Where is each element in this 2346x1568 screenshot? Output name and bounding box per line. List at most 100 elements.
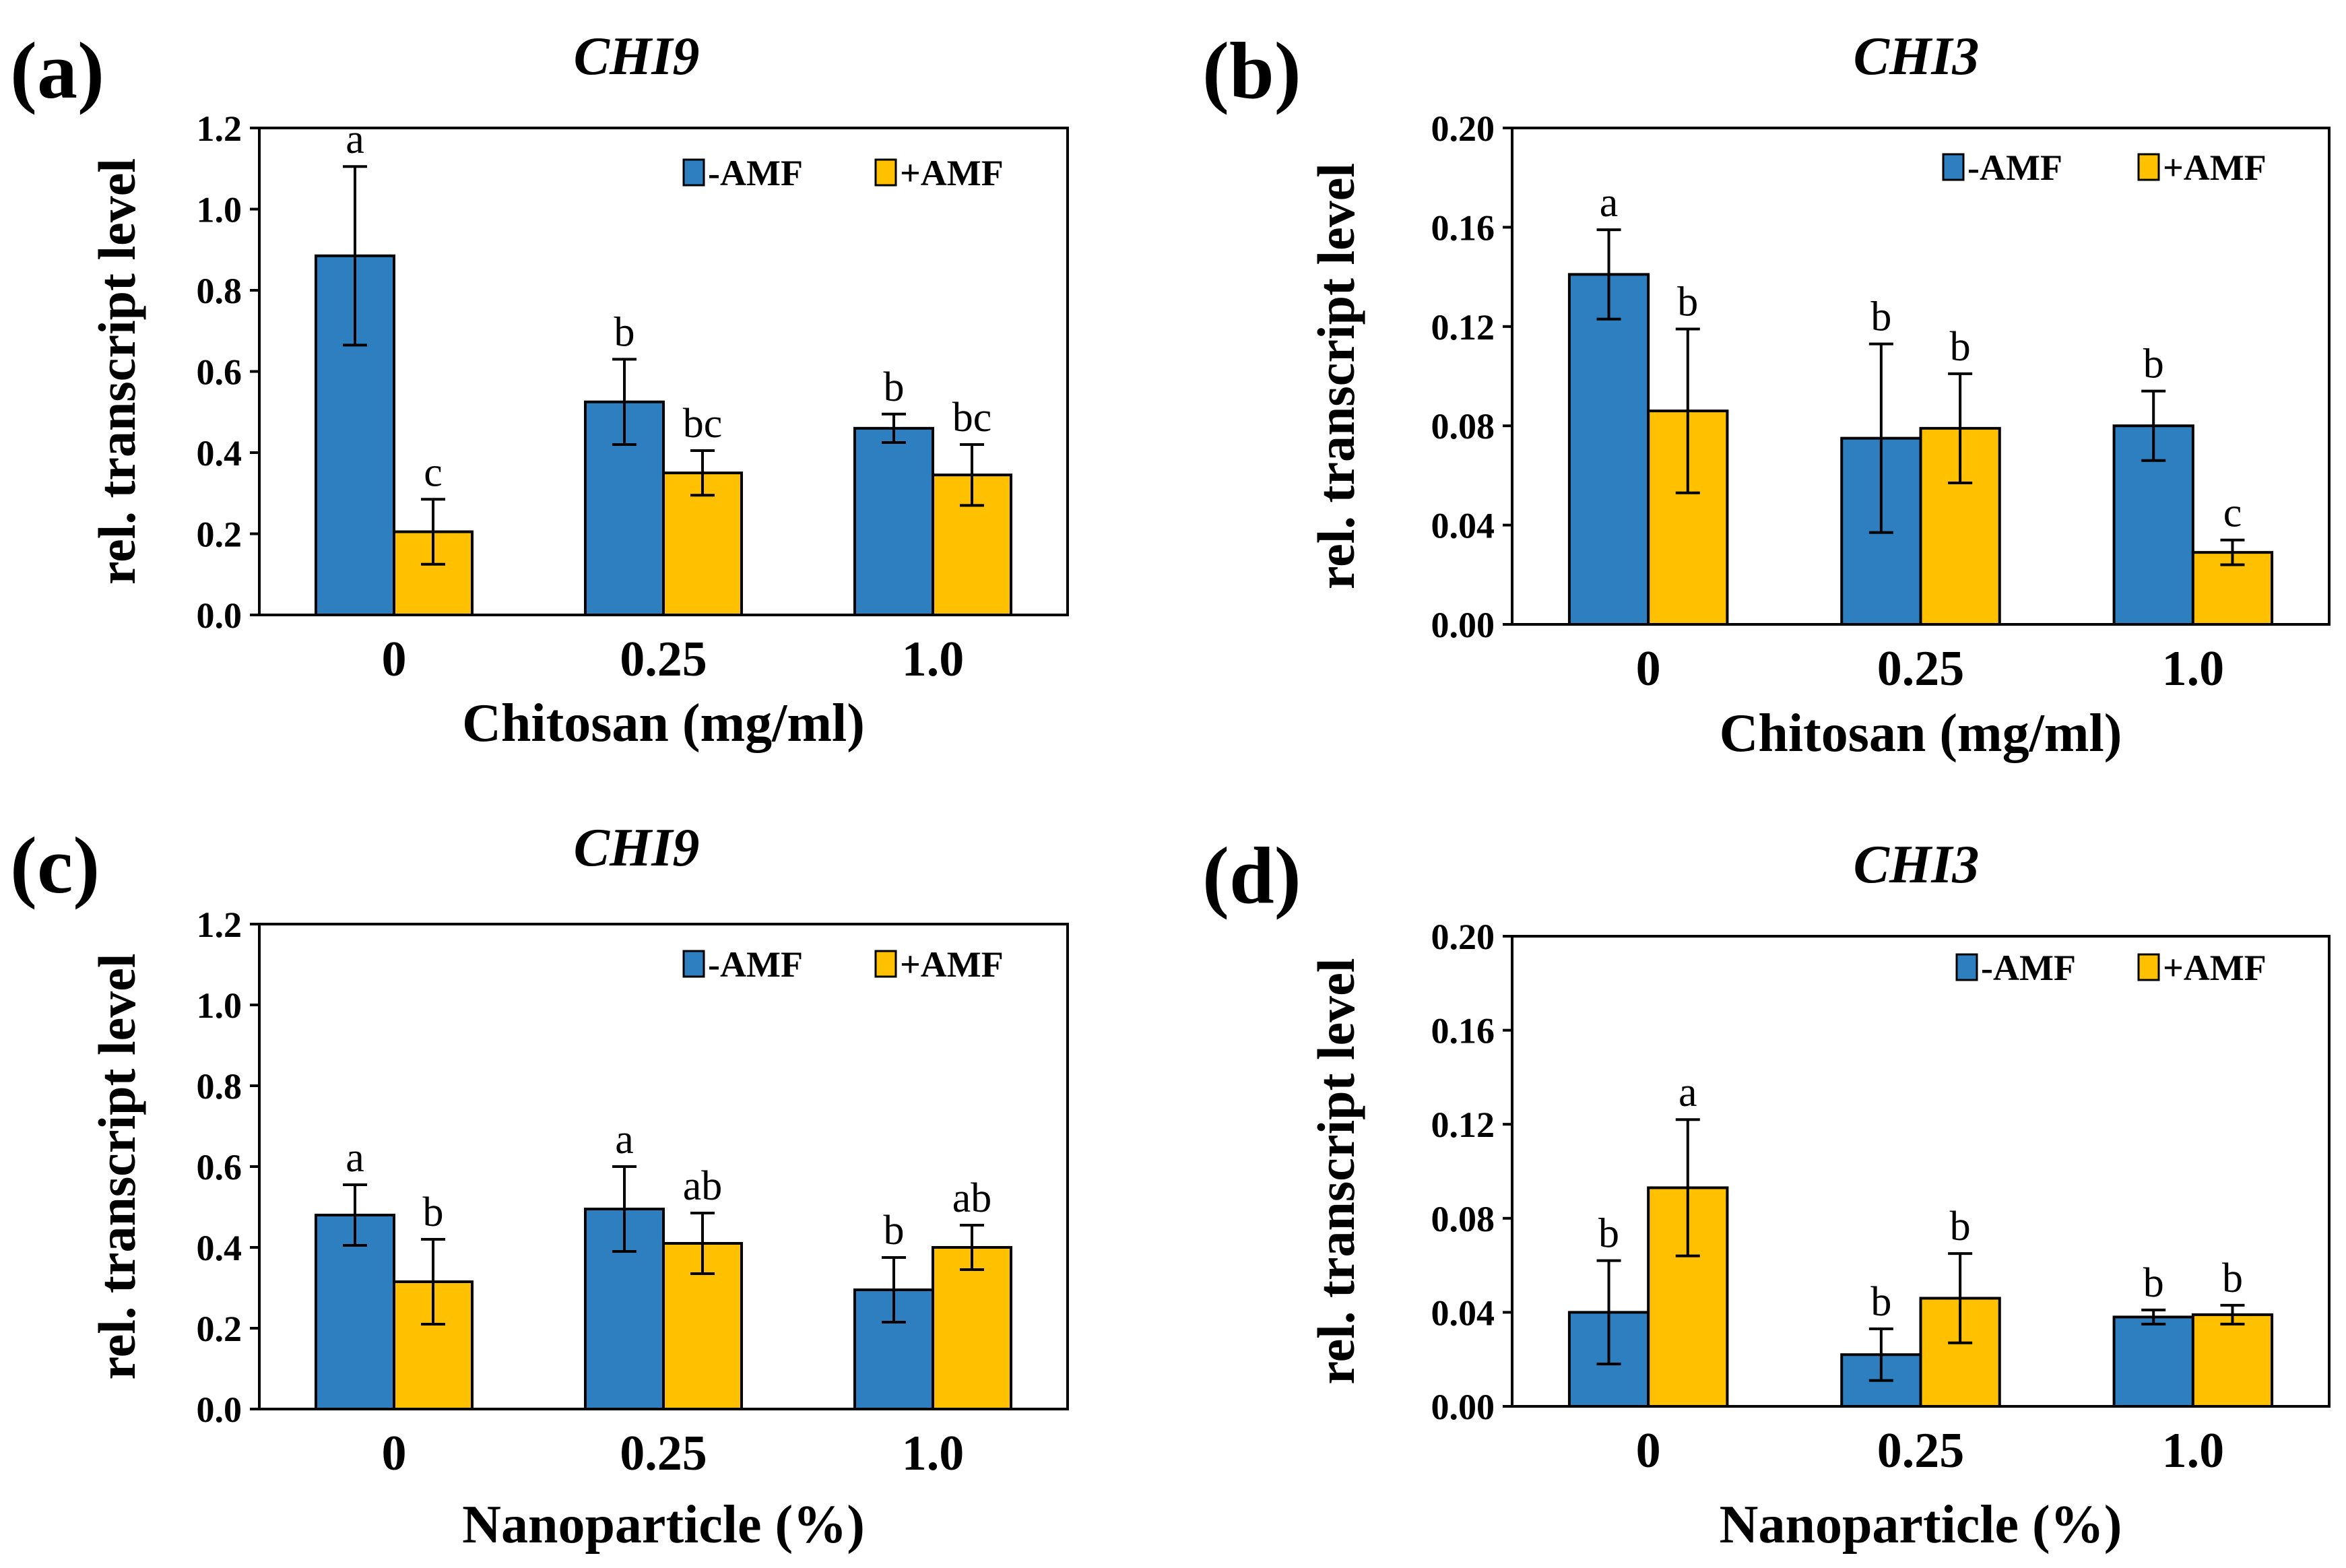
panel-label: (d) — [1202, 830, 1301, 920]
significance-letter: b — [614, 309, 635, 355]
legend-swatch-minus-amf — [682, 950, 705, 978]
significance-letter: b — [2143, 341, 2164, 387]
legend-label-minus-amf: -AMF — [1967, 148, 2062, 188]
y-tick-label: 1.0 — [197, 985, 242, 1026]
significance-letter: b — [1950, 324, 1971, 370]
legend-swatch-plus-amf — [2137, 153, 2160, 181]
x-axis-label: Nanoparticle (%) — [462, 1495, 865, 1555]
legend: -AMF +AMF — [682, 153, 1004, 193]
legend: -AMF +AMF — [1955, 948, 2267, 988]
y-tick-label: 0.0 — [197, 595, 242, 636]
legend-label-plus-amf: +AMF — [900, 153, 1004, 193]
x-tick-label: 1.0 — [902, 1426, 965, 1481]
y-tick-label: 0.2 — [197, 515, 242, 555]
significance-letter: b — [1598, 1211, 1619, 1257]
y-tick-label: 0.4 — [197, 433, 242, 473]
significance-letter: b — [1870, 1279, 1891, 1325]
y-tick-label: 1.2 — [197, 108, 242, 149]
x-tick-label: 0 — [1636, 641, 1661, 696]
y-axis-label: rel. transcript level — [88, 158, 146, 585]
legend: -AMF +AMF — [1942, 148, 2267, 188]
y-tick-label: 0.08 — [1431, 406, 1495, 447]
chart-title: CHI9 — [574, 818, 700, 878]
x-tick-label: 0.25 — [1877, 641, 1965, 696]
y-tick-label: 0.20 — [1431, 917, 1495, 957]
y-tick-label: 0.6 — [197, 352, 242, 393]
significance-letter: b — [1950, 1204, 1971, 1249]
significance-letter: b — [884, 364, 905, 410]
chart-title: CHI3 — [1854, 27, 1980, 86]
panel-label: (b) — [1202, 26, 1301, 115]
significance-letter: b — [884, 1208, 905, 1253]
significance-letter: c — [424, 449, 443, 495]
significance-letter: a — [1600, 180, 1619, 226]
plot-frame — [1511, 935, 2331, 1408]
legend-label-plus-amf: +AMF — [900, 944, 1004, 985]
x-tick-label: 0.25 — [620, 632, 707, 687]
x-tick-label: 0 — [382, 1426, 407, 1481]
plot-frame — [1511, 127, 2331, 626]
significance-letter: b — [423, 1189, 444, 1235]
legend-swatch-minus-amf — [1942, 153, 1965, 181]
chart-title: CHI3 — [1854, 835, 1980, 894]
significance-letter: b — [1677, 279, 1698, 325]
bar-plus-amf — [2191, 1313, 2274, 1408]
chart-panel-c: (c) CHI9 0.0 0.2 0.4 0.6 0.8 1.0 1.2 rel. transcr… — [10, 818, 1069, 1555]
y-axis-label: rel. transcript level — [88, 953, 146, 1379]
y-tick-label: 0.4 — [197, 1228, 242, 1268]
y-tick-label: 1.2 — [197, 905, 242, 945]
legend-swatch-plus-amf — [2137, 953, 2160, 981]
significance-letter: b — [1870, 294, 1891, 340]
x-tick-label: 1.0 — [902, 632, 965, 687]
x-axis-label: Chitosan (mg/ml) — [462, 694, 865, 753]
bar-minus-amf — [2112, 1315, 2194, 1408]
chart-panel-b: (b) CHI3 0.00 0.04 0.08 0.12 0.16 0.20 rel. tran… — [1202, 26, 2331, 763]
y-tick-label: 0.2 — [197, 1309, 242, 1349]
y-tick-label: 0.16 — [1431, 207, 1495, 248]
significance-letter: bc — [952, 395, 992, 440]
y-tick-label: 0.04 — [1431, 506, 1495, 546]
y-tick-label: 0.12 — [1431, 1105, 1495, 1145]
chart-panel-a: (a) CHI9 0.0 0.2 0.4 0.6 0.8 1.0 1.2 rel. transcr… — [10, 26, 1069, 753]
significance-letter: a — [615, 1117, 634, 1163]
y-tick-label: 0.0 — [197, 1390, 242, 1430]
y-tick-label: 0.8 — [197, 271, 242, 311]
y-tick-label: 0.12 — [1431, 307, 1495, 348]
panel-label: (c) — [10, 820, 100, 910]
y-axis-label: rel. transcript level — [1307, 958, 1365, 1384]
x-tick-label: 1.0 — [2162, 641, 2225, 696]
x-axis-label: Chitosan (mg/ml) — [1720, 704, 2122, 763]
y-tick-label: 0.8 — [197, 1066, 242, 1107]
significance-letter: b — [2143, 1260, 2164, 1306]
significance-letter: c — [2223, 490, 2242, 536]
legend-swatch-minus-amf — [682, 158, 705, 187]
plot-frame — [258, 923, 1069, 1410]
bar-minus-amf — [1567, 273, 1650, 626]
x-tick-label: 0.25 — [1877, 1423, 1965, 1478]
significance-letter: a — [346, 117, 364, 162]
y-tick-label: 0.08 — [1431, 1199, 1495, 1239]
legend-label-minus-amf: -AMF — [1981, 948, 2076, 988]
x-tick-label: 0 — [1636, 1423, 1661, 1478]
x-tick-label: 0.25 — [620, 1426, 707, 1481]
chart-panel-d: (d) CHI3 0.00 0.04 0.08 0.12 0.16 0.20 rel. tran… — [1202, 830, 2331, 1555]
panel-label: (a) — [10, 26, 104, 115]
bar-plus-amf — [932, 1246, 1012, 1410]
legend: -AMF +AMF — [682, 944, 1004, 985]
plot-frame — [258, 127, 1069, 616]
x-axis-label: Nanoparticle (%) — [1720, 1495, 2122, 1555]
y-tick-label: 1.0 — [197, 190, 242, 230]
significance-letter: b — [2222, 1255, 2243, 1301]
y-tick-label: 0.00 — [1431, 1387, 1495, 1427]
bar-plus-amf — [662, 471, 743, 616]
significance-letter: bc — [683, 401, 723, 447]
y-tick-label: 0.6 — [197, 1147, 242, 1187]
bar-minus-amf — [315, 1214, 395, 1410]
significance-letter: a — [346, 1135, 364, 1181]
legend-label-plus-amf: +AMF — [2163, 148, 2267, 188]
legend-label-plus-amf: +AMF — [2163, 948, 2267, 988]
bar-minus-amf — [853, 426, 934, 616]
significance-letter: a — [1679, 1070, 1697, 1115]
